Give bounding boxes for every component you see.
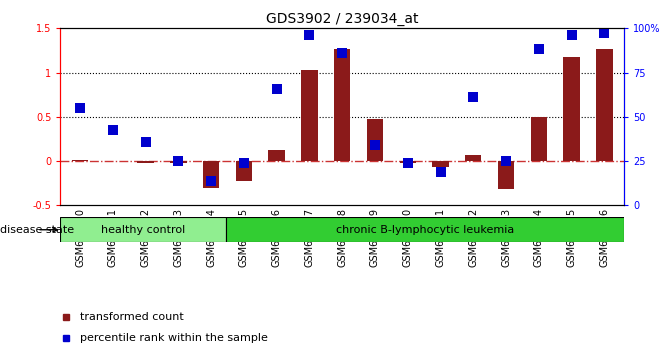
Point bbox=[140, 139, 151, 144]
Bar bbox=[531, 117, 547, 161]
Bar bbox=[236, 161, 252, 181]
Bar bbox=[60, 217, 226, 242]
Bar bbox=[170, 161, 187, 163]
Point bbox=[74, 105, 85, 111]
Point bbox=[468, 95, 478, 100]
Point bbox=[599, 30, 610, 36]
Bar bbox=[498, 161, 514, 189]
Text: percentile rank within the sample: percentile rank within the sample bbox=[80, 332, 268, 343]
Bar bbox=[465, 155, 482, 161]
Point bbox=[238, 160, 249, 166]
Bar bbox=[203, 161, 219, 188]
Text: healthy control: healthy control bbox=[101, 225, 185, 235]
Bar bbox=[367, 119, 383, 161]
Title: GDS3902 / 239034_at: GDS3902 / 239034_at bbox=[266, 12, 419, 26]
Text: disease state: disease state bbox=[0, 225, 74, 235]
Bar bbox=[268, 149, 285, 161]
Bar bbox=[596, 49, 613, 161]
Point bbox=[435, 169, 446, 175]
Text: transformed count: transformed count bbox=[80, 312, 184, 322]
Text: chronic B-lymphocytic leukemia: chronic B-lymphocytic leukemia bbox=[336, 225, 514, 235]
Point bbox=[304, 33, 315, 38]
Bar bbox=[399, 161, 416, 163]
Point bbox=[271, 86, 282, 91]
Bar bbox=[432, 161, 449, 167]
Point bbox=[173, 158, 184, 164]
Point bbox=[337, 50, 348, 56]
Point bbox=[533, 46, 544, 52]
Bar bbox=[334, 49, 350, 161]
Point bbox=[370, 142, 380, 148]
Bar bbox=[564, 57, 580, 161]
Point bbox=[501, 158, 511, 164]
Point bbox=[566, 32, 577, 38]
Bar bbox=[301, 70, 317, 161]
Point bbox=[107, 127, 118, 133]
Bar bbox=[138, 161, 154, 163]
Point bbox=[403, 160, 413, 166]
Bar bbox=[72, 160, 89, 161]
Bar bbox=[226, 217, 624, 242]
Point bbox=[206, 178, 217, 183]
